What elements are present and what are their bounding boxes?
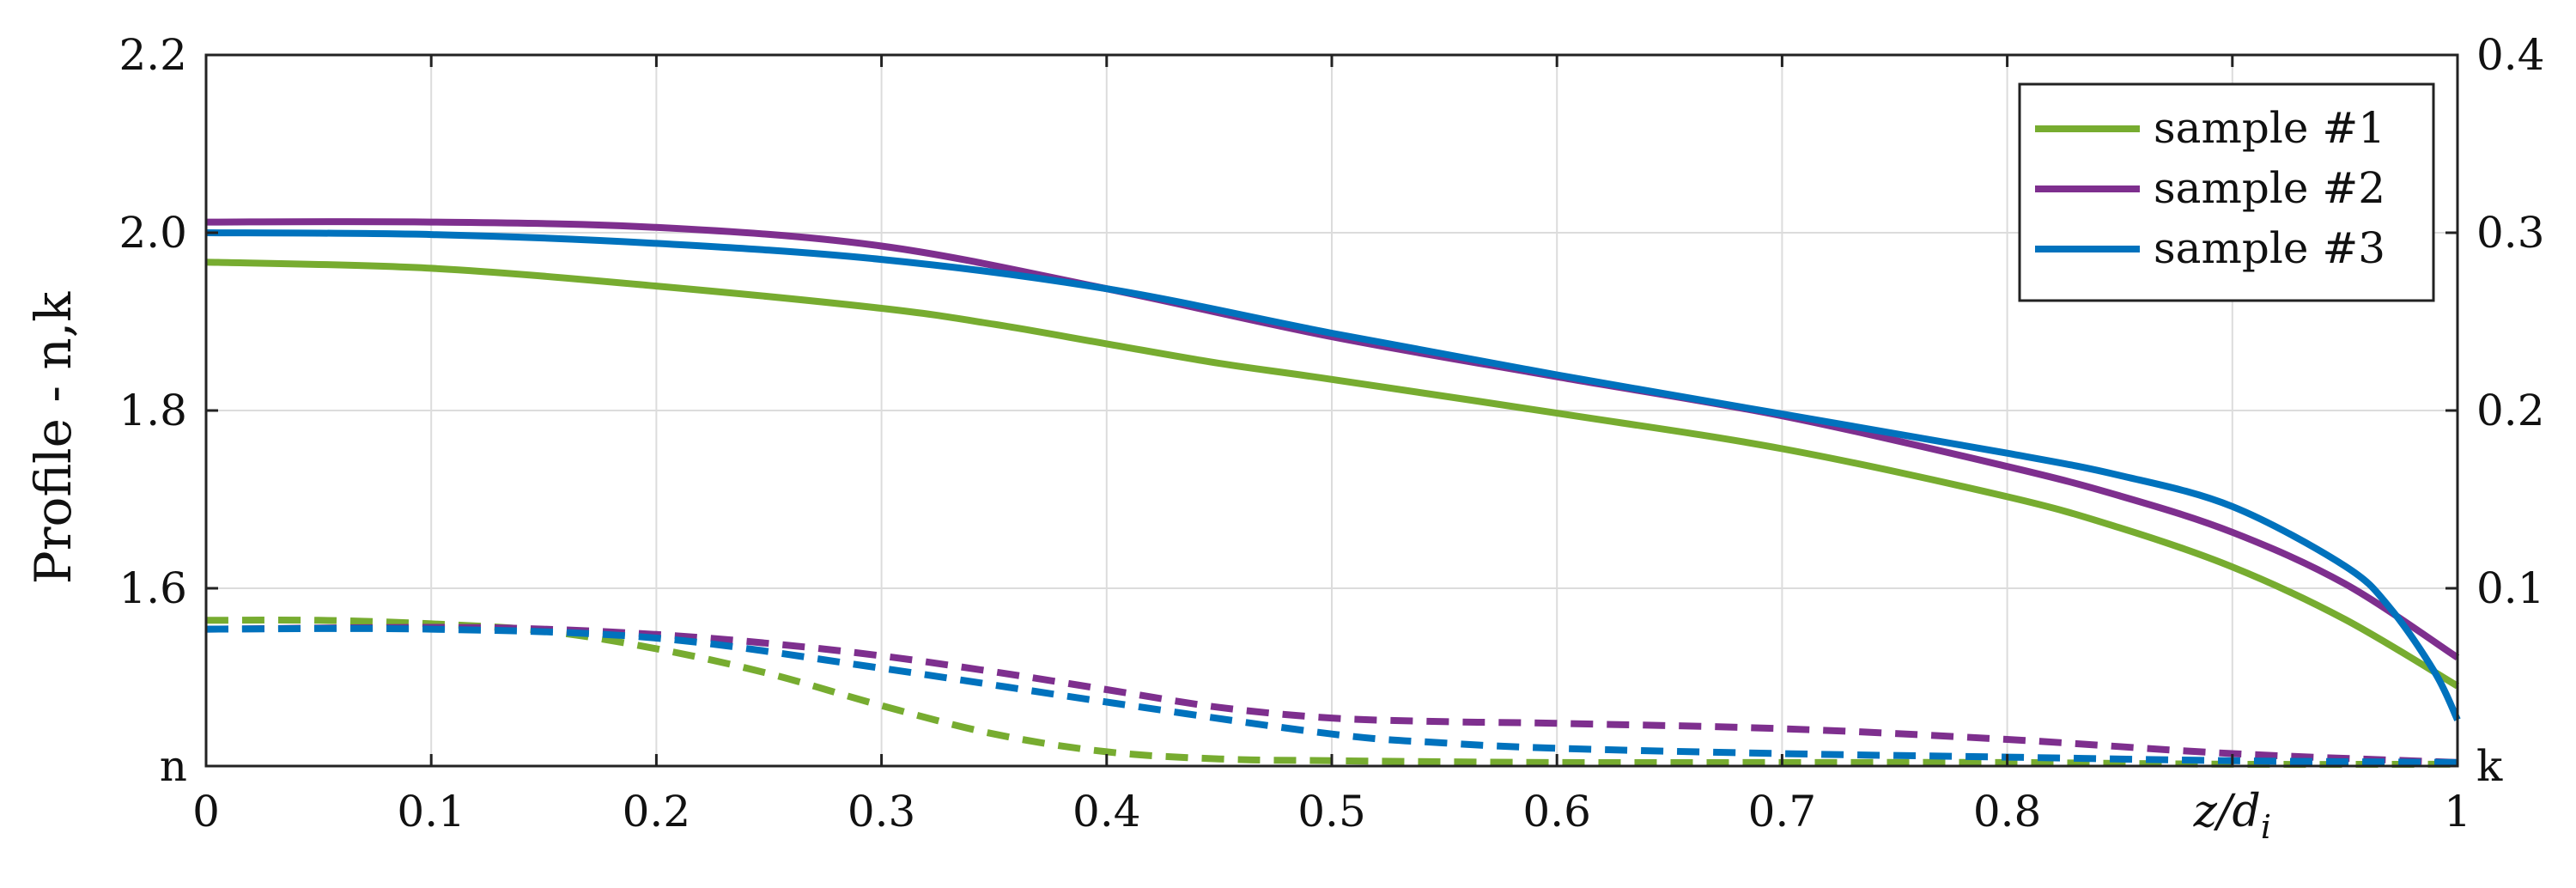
y-left-tick-label-1: 1.6 [118,563,187,613]
legend-label-2: sample #2 [2154,163,2385,213]
y-axis-label: Profile - n,k [24,291,82,584]
x-tick-label-10: 1 [2444,787,2471,836]
axes-frame [204,53,2459,768]
y-left-tick-label-2: 1.8 [118,386,187,435]
y-right-tick-label-1: 0.1 [2476,563,2545,613]
x-tick-label-4: 0.4 [1072,787,1141,836]
x-tick-label-7: 0.7 [1748,787,1817,836]
y-right-tick-label-4: 0.4 [2476,30,2545,80]
x-tick-label-2: 0.2 [623,787,691,836]
x-tick-label-3: 0.3 [848,787,916,836]
series-1-n-line [205,258,2460,690]
y-right-tick-label-0: k [2476,741,2503,791]
series-3-n-line [205,229,2461,721]
x-tick-label-0: 0 [192,787,220,836]
y-right-tick-label-2: 0.2 [2476,386,2545,435]
legend: sample #1 sample #2 sample #3 [2018,82,2435,302]
y-left-tick-label-0: n [160,741,187,791]
y-left-tick-label-3: 2.0 [118,208,187,258]
legend-label-3: sample #3 [2154,223,2385,273]
plot-series [205,218,2461,769]
tick-labels: 0 0.1 0.2 0.3 0.4 0.5 0.6 0.7 0.8 z/di 1 n 1.6 1.8 2.0… [118,30,2544,846]
x-tick-label-8: 0.8 [1973,787,2042,836]
x-tick-label-5: 0.5 [1297,787,1366,836]
series-2-k-line [205,623,2458,766]
x-tick-label-1: 0.1 [397,787,465,836]
series-1-k-line [205,616,2458,769]
y-left-tick-label-4: 2.2 [118,30,187,80]
x-tick-label-6: 0.6 [1522,787,1591,836]
x-axis-label: z/di [2193,786,2271,846]
series-3-k-line [205,624,2458,766]
legend-label-1: sample #1 [2154,103,2385,153]
y-right-tick-label-3: 0.3 [2476,208,2545,258]
